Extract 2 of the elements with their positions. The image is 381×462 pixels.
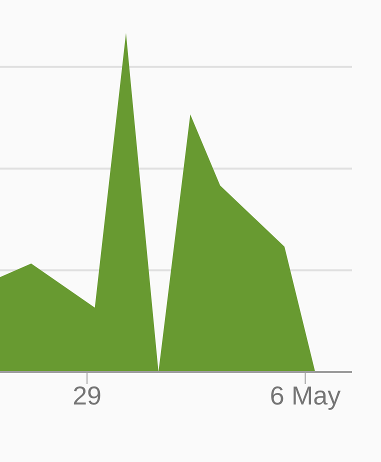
- x-tick-label: 29: [72, 380, 102, 410]
- x-tick-label: 6 May: [270, 380, 341, 410]
